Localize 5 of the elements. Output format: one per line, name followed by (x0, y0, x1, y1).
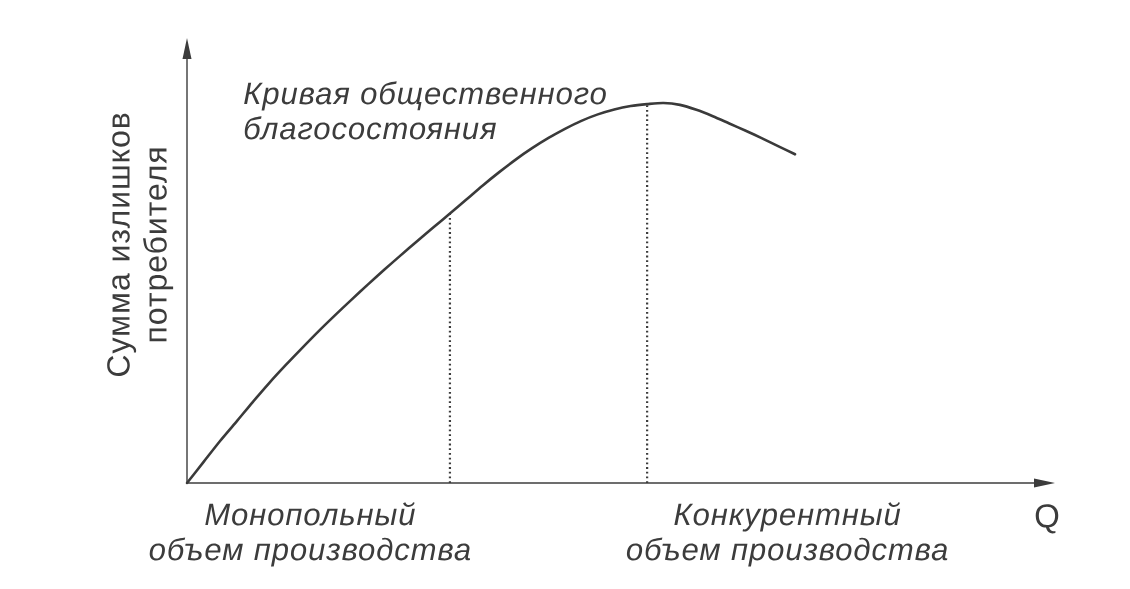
text: Конкурентный объем производства (626, 502, 948, 567)
series-label: Кривая общественного благосостояния (244, 81, 606, 140)
text: Монопольный объем производства (149, 502, 471, 567)
y-axis-title: Сумма излишков потребителя (107, 113, 174, 376)
text: Q (1035, 504, 1059, 534)
